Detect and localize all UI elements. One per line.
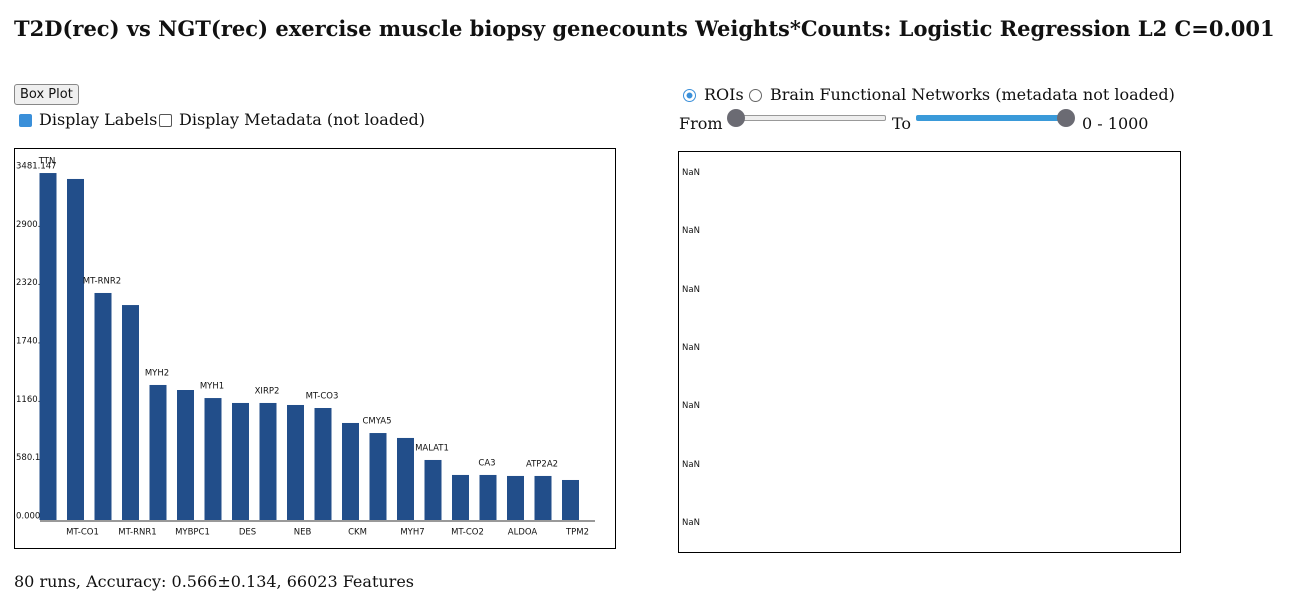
bar	[452, 474, 469, 520]
category-label: TTN	[38, 157, 56, 167]
bar	[287, 404, 304, 520]
summary: 80 runs, Accuracy: 0.566±0.134, 66023 Fe…	[14, 572, 414, 591]
chart-frame	[14, 148, 616, 549]
to-slider-track[interactable]	[916, 115, 1066, 121]
from-slider-track[interactable]	[736, 115, 886, 121]
category-label: MT-RNR1	[118, 528, 156, 538]
bar	[122, 305, 139, 520]
y-tick-label: 1160.382	[16, 395, 57, 405]
category-label: NEB	[294, 528, 312, 538]
y-tick-label: 580.191	[16, 453, 51, 463]
y-tick-label: 0.000	[16, 512, 40, 522]
display-labels-checkbox[interactable]	[19, 114, 32, 127]
bar	[534, 475, 552, 520]
right-panel: NaN NaN NaN NaN NaN NaN NaN	[678, 151, 1181, 553]
bar	[562, 479, 579, 520]
category-label: CMYA5	[362, 417, 391, 427]
y-tick-label: 1740.573	[16, 337, 57, 347]
bar	[149, 384, 167, 520]
bar	[397, 437, 414, 520]
bar	[39, 173, 57, 520]
bar	[94, 292, 112, 520]
category-label: MT-CO1	[66, 528, 99, 538]
category-label: MT-RNR2	[83, 276, 121, 286]
from-label: From	[679, 114, 723, 133]
box-plot-button[interactable]: Box Plot	[14, 84, 79, 105]
chart: 0.000 580.191 1160.382 1740.573 2320.764 2900…	[14, 148, 616, 549]
nan-label: NaN	[682, 226, 700, 237]
y-tick-label: 2320.764	[16, 278, 57, 288]
bar	[507, 475, 524, 520]
bar	[177, 390, 194, 520]
networks-label: Brain Functional Networks (metadata not …	[770, 85, 1175, 104]
category-label: MYH1	[200, 382, 224, 392]
bar	[259, 402, 277, 520]
category-label: MYH2	[145, 368, 169, 378]
category-label: DES	[239, 528, 256, 538]
category-label: ALDOA	[508, 528, 538, 538]
nan-label: NaN	[682, 168, 700, 178]
category-label: TPM2	[565, 528, 589, 538]
category-label: MT-CO2	[451, 528, 484, 538]
range-label: 0 - 1000	[1082, 114, 1149, 133]
category-label: MALAT1	[415, 443, 449, 453]
to-slider-thumb[interactable]	[1057, 109, 1075, 127]
display-metadata-checkbox[interactable]	[159, 114, 172, 127]
nan-label: NaN	[682, 284, 700, 295]
nan-label: NaN	[682, 401, 700, 412]
category-label: MT-CO3	[306, 391, 339, 401]
category-label: ATP2A2	[526, 459, 558, 469]
rois-label: ROIs	[704, 85, 744, 104]
bar	[204, 398, 222, 520]
to-label: To	[892, 114, 912, 133]
rois-radio[interactable]	[683, 89, 696, 102]
bar	[342, 422, 359, 520]
nan-label: NaN	[682, 342, 700, 353]
bar	[314, 407, 332, 520]
nan-label: NaN	[682, 517, 700, 528]
bar	[369, 433, 387, 520]
from-slider-thumb[interactable]	[727, 109, 745, 127]
category-label: XIRP2	[255, 386, 280, 396]
bar	[232, 402, 249, 520]
display-labels-label: Display Labels	[39, 110, 158, 129]
display-metadata-label: Display Metadata (not loaded)	[179, 110, 426, 129]
y-tick-label: 3481.147	[16, 162, 57, 172]
nan-label: NaN	[682, 459, 700, 470]
category-label: MYH7	[400, 528, 424, 538]
y-tick-label: 2900.956	[16, 220, 57, 230]
category-label: CKM	[348, 528, 367, 538]
page-title: T2D(rec) vs NGT(rec) exercise muscle bio…	[14, 16, 1275, 41]
category-label: MYBPC1	[175, 528, 210, 538]
bar	[479, 474, 497, 520]
bar	[67, 178, 84, 520]
networks-radio[interactable]	[749, 89, 762, 102]
category-label: CA3	[478, 458, 495, 468]
bar	[424, 459, 442, 520]
